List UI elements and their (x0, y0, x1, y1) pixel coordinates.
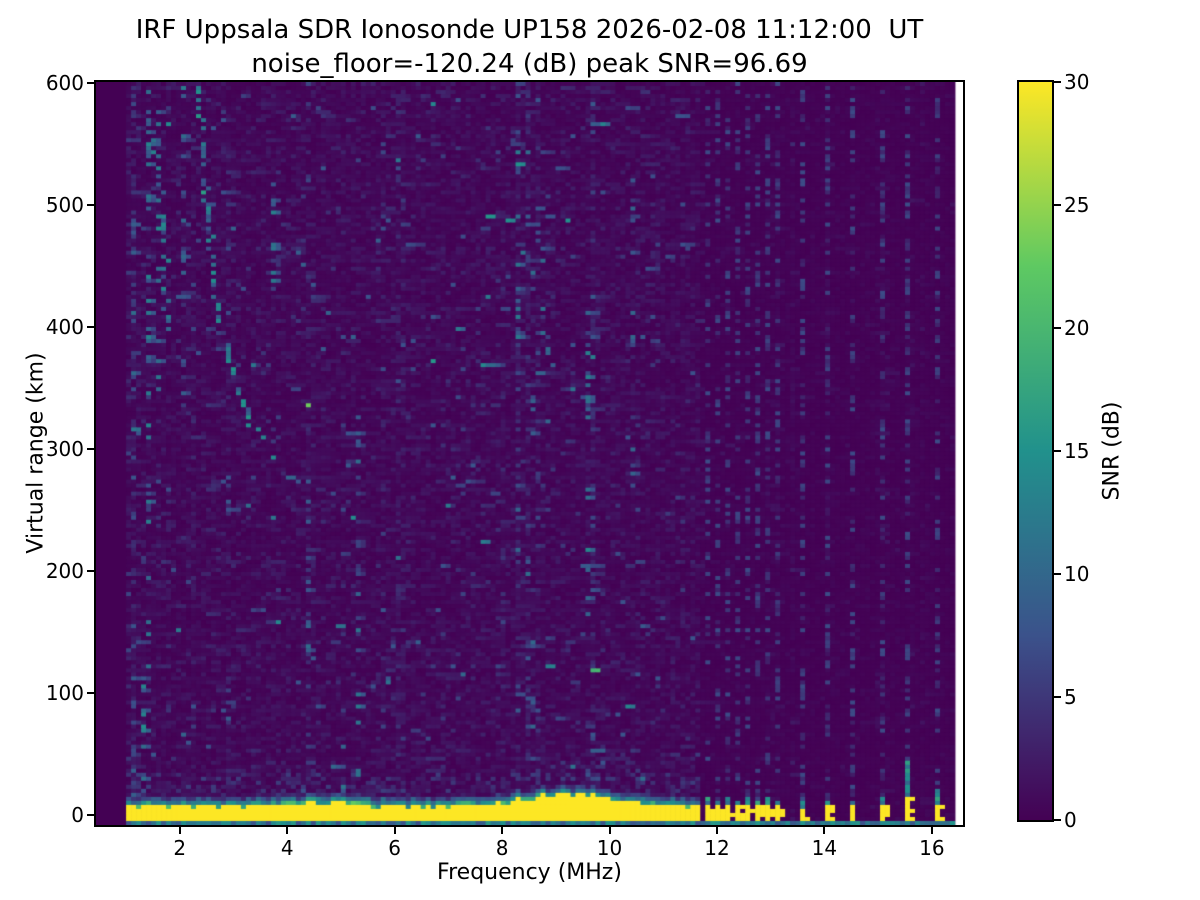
y-tick-label: 200 (45, 558, 84, 583)
x-tick-label: 6 (388, 836, 402, 860)
colorbar-tick-mark (1054, 450, 1061, 452)
x-tick-label: 8 (495, 836, 509, 860)
x-tick-label: 14 (811, 836, 838, 860)
x-tick-mark (930, 827, 933, 834)
y-tick-mark (87, 82, 94, 85)
x-tick-mark (178, 827, 181, 834)
colorbar-tick-label: 5 (1064, 685, 1077, 709)
x-tick-mark (715, 827, 718, 834)
y-tick-mark (87, 691, 94, 694)
x-tick-label: 4 (280, 836, 294, 860)
x-tick-mark (286, 827, 289, 834)
colorbar-gradient (1019, 82, 1052, 820)
y-tick-mark (87, 569, 94, 572)
x-tick-label: 16 (919, 836, 945, 860)
colorbar-tick-mark (1054, 573, 1061, 575)
colorbar-tick-mark (1054, 696, 1061, 698)
colorbar-tick-label: 15 (1064, 439, 1090, 463)
ionogram-heatmap-canvas (96, 82, 963, 825)
x-tick-mark (823, 827, 826, 834)
colorbar-tick-label: 25 (1064, 193, 1090, 217)
x-tick-label: 10 (596, 836, 623, 860)
y-tick-mark (87, 813, 94, 816)
colorbar (1017, 80, 1054, 822)
x-tick-label: 12 (704, 836, 730, 860)
y-tick-label: 100 (45, 680, 84, 705)
colorbar-tick-label: 30 (1064, 70, 1090, 94)
figure-title: IRF Uppsala SDR Ionosonde UP158 2026-02-… (135, 15, 924, 45)
x-tick-mark (393, 827, 396, 834)
y-tick-mark (87, 326, 94, 329)
y-tick-mark (87, 204, 94, 207)
colorbar-tick-label: 0 (1064, 808, 1077, 832)
x-tick-label: 2 (173, 836, 187, 860)
colorbar-tick-label: 20 (1064, 316, 1090, 340)
y-tick-label: 0 (71, 802, 84, 827)
x-tick-mark (501, 827, 504, 834)
colorbar-label: SNR (dB) (1099, 401, 1125, 501)
colorbar-tick-mark (1054, 819, 1061, 821)
y-axis-label: Virtual range (km) (23, 352, 49, 554)
colorbar-tick-mark (1054, 204, 1061, 206)
y-tick-label: 300 (45, 436, 84, 461)
colorbar-tick-mark (1054, 327, 1061, 329)
colorbar-tick-label: 10 (1064, 562, 1090, 586)
y-tick-mark (87, 447, 94, 450)
y-tick-label: 500 (45, 193, 84, 218)
colorbar-tick-mark (1054, 81, 1061, 83)
x-axis-label: Frequency (MHz) (437, 860, 622, 885)
y-tick-label: 400 (45, 315, 84, 340)
x-tick-mark (608, 827, 611, 834)
figure-subtitle: noise_floor=-120.24 (dB) peak SNR=96.69 (251, 49, 808, 79)
y-tick-label: 600 (45, 71, 84, 96)
